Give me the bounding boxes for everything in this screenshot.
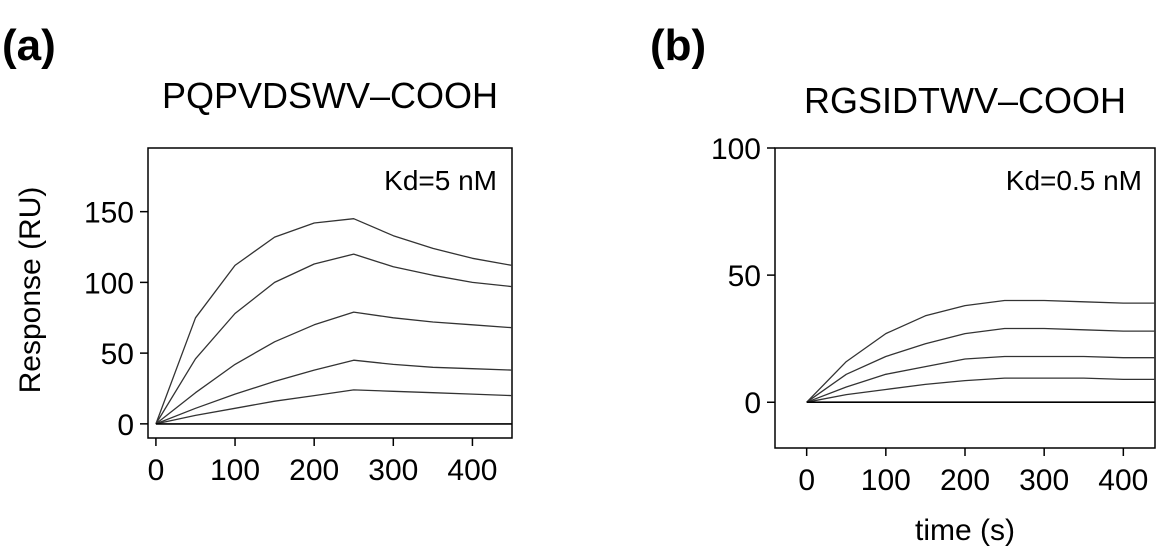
plot-area-a: 0 100 200 300 400 0 50 100 150 Kd=5 nM	[84, 147, 513, 487]
sensorgram-line-a-4	[155, 359, 513, 425]
y-axis-label-a: Response (RU)	[14, 187, 47, 394]
sensorgram-line-a-1	[155, 218, 513, 425]
y-tick-label-a: 150	[84, 197, 134, 230]
sensorgram-line-b-4	[806, 377, 1155, 403]
chart-panel-b: (b) RGSIDTWV–COOH 0 100 200 300 400 0 50 100 Kd…	[650, 21, 1156, 546]
ticks-b: 0 100 200 300 400 0 50 100	[711, 133, 1148, 497]
plot-frame-a	[147, 147, 513, 439]
chart-panel-a: (a) PQPVDSWV–COOH Response (RU) 0 100 200 3…	[2, 21, 513, 487]
y-tick-label-a: 50	[101, 338, 134, 371]
y-tick-label-a: 0	[117, 409, 134, 442]
chart-title-a: PQPVDSWV–COOH	[162, 75, 498, 116]
panel-label-a: (a)	[2, 21, 56, 70]
x-tick-label-b: 100	[861, 464, 911, 497]
x-tick-label-b: 0	[798, 464, 815, 497]
y-tick-label-b: 50	[728, 260, 761, 293]
kd-annotation-b: Kd=0.5 nM	[1006, 165, 1142, 196]
x-tick-label-b: 200	[940, 464, 990, 497]
series-group-a	[155, 218, 513, 425]
kd-annotation-a: Kd=5 nM	[384, 165, 497, 196]
series-group-b	[806, 299, 1155, 404]
sensorgram-line-a-5	[155, 389, 513, 425]
x-tick-label-a: 100	[210, 454, 260, 487]
x-tick-label-b: 400	[1098, 464, 1148, 497]
sensorgram-line-b-2	[806, 327, 1155, 403]
x-tick-label-b: 300	[1019, 464, 1069, 497]
x-tick-label-a: 300	[368, 454, 418, 487]
chart-title-b: RGSIDTWV–COOH	[804, 80, 1126, 121]
sensorgram-line-a-2	[155, 253, 513, 425]
x-tick-label-a: 400	[447, 454, 497, 487]
plot-area-b: 0 100 200 300 400 0 50 100 Kd=0.5 nM	[711, 133, 1156, 497]
x-tick-label-a: 0	[148, 454, 165, 487]
x-tick-label-a: 200	[289, 454, 339, 487]
sensorgram-line-b-1	[806, 299, 1155, 403]
y-tick-label-a: 100	[84, 267, 134, 300]
sensorgram-line-a-3	[155, 311, 513, 425]
y-tick-label-b: 0	[744, 387, 761, 420]
y-tick-label-b: 100	[711, 133, 761, 166]
sensorgram-line-b-3	[806, 355, 1155, 403]
ticks-a: 0 100 200 300 400 0 50 100 150	[84, 197, 498, 487]
panel-label-b: (b)	[650, 21, 706, 70]
x-axis-label-b: time (s)	[915, 514, 1015, 546]
